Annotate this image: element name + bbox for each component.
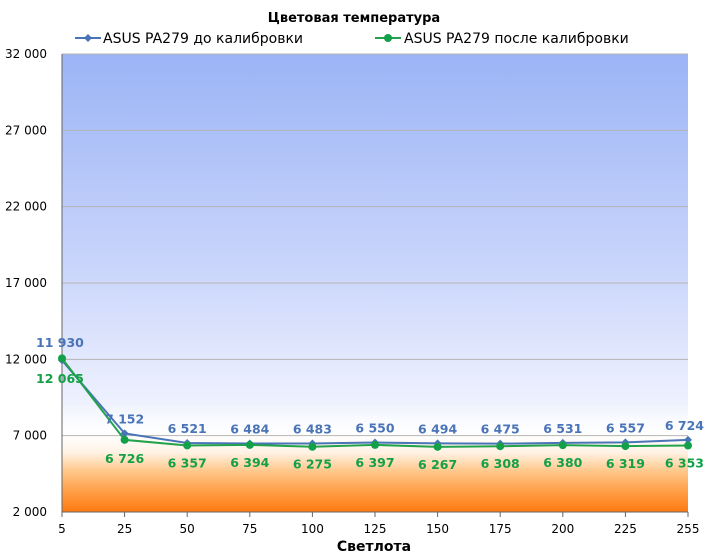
data-label-before: 6 550: [355, 421, 394, 436]
data-label-after: 6 357: [168, 455, 207, 470]
x-tick-label: 150: [426, 522, 449, 536]
x-tick-label: 50: [180, 522, 195, 536]
x-tick-label: 125: [364, 522, 387, 536]
series-layer: [58, 354, 692, 451]
data-label-after: 6 319: [606, 456, 645, 471]
y-tick-label: 12 000: [5, 352, 47, 366]
marker-before: [120, 429, 129, 438]
data-label-before: 11 930: [36, 335, 84, 350]
y-tick-label: 2 000: [13, 505, 47, 519]
marker-after: [245, 440, 254, 449]
data-label-after: 6 394: [230, 455, 269, 470]
legend-marker-before: [84, 34, 92, 42]
marker-after: [433, 442, 442, 451]
legend: ASUS PA279 до калибровки ASUS PA279 посл…: [75, 31, 629, 47]
y-tick-label: 32 000: [5, 47, 47, 61]
data-label-after: 6 726: [105, 451, 144, 466]
data-label-after: 6 397: [355, 455, 394, 470]
chart-title: Цветовая температура: [268, 11, 440, 26]
data-label-after: 6 353: [665, 456, 704, 471]
data-label-before: 6 484: [230, 422, 269, 437]
gridlines: [62, 53, 688, 437]
marker-after: [308, 442, 317, 451]
y-tick-label: 27 000: [5, 123, 47, 137]
data-label-after: 6 308: [481, 456, 520, 471]
marker-after: [120, 435, 129, 444]
legend-label-after: ASUS PA279 после калибровки: [404, 31, 629, 47]
data-label-after: 6 380: [543, 455, 582, 470]
marker-after: [621, 442, 630, 451]
data-labels: 11 930 7 152 6 521 6 484 6 483 6 550 6 494 6 47…: [36, 335, 704, 472]
marker-after: [183, 441, 192, 450]
data-label-before: 6 521: [168, 421, 207, 436]
marker-after: [58, 354, 66, 363]
legend-marker-after: [384, 34, 392, 42]
x-tick-label: 255: [677, 522, 700, 536]
data-label-before: 6 531: [543, 421, 582, 436]
legend-label-before: ASUS PA279 до калибровки: [103, 31, 303, 47]
data-label-before: 6 494: [418, 421, 457, 436]
marker-after: [684, 441, 692, 450]
data-label-after: 6 275: [293, 457, 332, 472]
marker-after: [558, 441, 567, 450]
x-tick-label: 225: [614, 522, 637, 536]
data-label-before: 6 557: [606, 420, 645, 435]
y-tick-label: 22 000: [5, 200, 47, 214]
x-tick-label: 25: [117, 522, 132, 536]
y-tick-label: 17 000: [5, 276, 47, 290]
x-tick-label: 200: [551, 522, 574, 536]
axes: 2 000 7 000 12 000 17 000 22 000 27 000 32 000…: [5, 47, 699, 536]
data-label-before: 6 724: [665, 418, 704, 433]
x-tick-label: 75: [242, 522, 257, 536]
x-tick-label: 175: [489, 522, 512, 536]
data-label-before: 6 475: [481, 422, 520, 437]
x-tick-label: 5: [58, 522, 66, 536]
data-label-before: 7 152: [105, 411, 144, 426]
data-label-before: 6 483: [293, 422, 332, 437]
x-axis-label: Светлота: [337, 539, 411, 555]
y-tick-label: 7 000: [13, 429, 47, 443]
data-label-after: 12 065: [36, 371, 84, 386]
marker-before: [684, 435, 692, 444]
x-tick-label: 100: [301, 522, 324, 536]
marker-after: [496, 442, 505, 451]
data-label-after: 6 267: [418, 457, 457, 472]
marker-after: [371, 440, 379, 449]
